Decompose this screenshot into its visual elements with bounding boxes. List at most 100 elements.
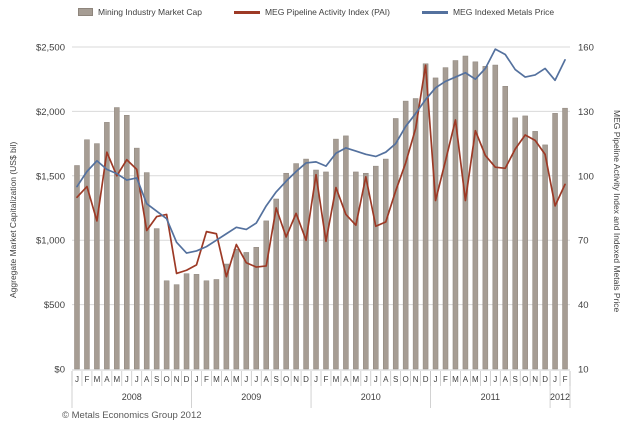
- bar-39: [462, 55, 469, 370]
- svg-text:100: 100: [578, 171, 594, 182]
- svg-text:F: F: [443, 375, 448, 384]
- bar-27: [343, 135, 349, 370]
- svg-text:M: M: [113, 375, 120, 384]
- svg-text:M: M: [213, 375, 220, 384]
- svg-text:D: D: [184, 375, 190, 384]
- bar-swatch-icon: [78, 8, 93, 16]
- left-axis-title: Aggregate Market Capitalization (US$ bil…: [8, 141, 18, 299]
- bar-3: [104, 122, 110, 370]
- svg-text:N: N: [174, 375, 180, 384]
- bar-40: [472, 61, 479, 370]
- svg-text:A: A: [104, 375, 110, 384]
- metals-line-swatch-icon: [421, 10, 448, 14]
- svg-text:D: D: [423, 375, 429, 384]
- bar-6: [133, 147, 140, 370]
- bar-18: [253, 247, 260, 370]
- svg-text:J: J: [244, 375, 248, 384]
- svg-text:M: M: [452, 375, 459, 384]
- year-axis: 2008 2009 2010 2011 2012: [71, 371, 571, 408]
- right-axis-title: MEG Pipeline Activity Index and Indexed …: [612, 109, 622, 313]
- svg-text:$1,500: $1,500: [36, 171, 65, 182]
- svg-text:$0: $0: [54, 365, 65, 376]
- bar-29: [363, 172, 369, 370]
- svg-text:N: N: [532, 375, 538, 384]
- bar-35: [422, 63, 429, 370]
- svg-text:M: M: [333, 375, 340, 384]
- svg-text:D: D: [303, 375, 309, 384]
- svg-text:$2,000: $2,000: [36, 107, 65, 118]
- bar-26: [333, 138, 339, 370]
- svg-text:J: J: [125, 375, 129, 384]
- svg-text:S: S: [513, 375, 518, 384]
- svg-text:160: 160: [578, 43, 594, 54]
- bar-34: [412, 98, 419, 370]
- svg-text:J: J: [483, 375, 487, 384]
- svg-text:J: J: [314, 375, 318, 384]
- svg-text:$1,000: $1,000: [36, 236, 65, 247]
- svg-text:2009: 2009: [241, 392, 261, 402]
- svg-text:2012: 2012: [550, 392, 570, 402]
- bar-25: [323, 171, 329, 370]
- legend: Mining Industry Market Cap MEG Pipeline …: [78, 7, 554, 17]
- bar-42: [492, 64, 499, 370]
- svg-text:M: M: [233, 375, 240, 384]
- svg-text:2008: 2008: [122, 392, 142, 402]
- bar-44: [512, 117, 518, 370]
- svg-text:F: F: [204, 375, 209, 384]
- left-axis-ticks: $0 $500 $1,000 $1,500 $2,000 $2,500: [36, 43, 65, 376]
- bar-5: [124, 115, 130, 370]
- bar-28: [353, 171, 359, 370]
- svg-text:S: S: [393, 375, 398, 384]
- bar-13: [203, 280, 210, 370]
- bar-48: [552, 113, 558, 370]
- legend-item-pai: MEG Pipeline Activity Index (PAI): [233, 7, 390, 17]
- svg-text:S: S: [274, 375, 279, 384]
- bar-21: [283, 172, 289, 370]
- bar-7: [143, 172, 150, 370]
- svg-text:J: J: [434, 375, 438, 384]
- svg-text:$2,500: $2,500: [36, 43, 65, 54]
- pai-line: [76, 64, 566, 278]
- bar-16: [233, 248, 240, 370]
- svg-text:M: M: [472, 375, 479, 384]
- bar-12: [193, 274, 200, 370]
- svg-text:J: J: [254, 375, 258, 384]
- svg-text:O: O: [522, 375, 528, 384]
- svg-text:N: N: [413, 375, 419, 384]
- bar-45: [522, 115, 528, 370]
- svg-text:O: O: [164, 375, 170, 384]
- pai-line-swatch-icon: [233, 10, 260, 14]
- bar-32: [392, 118, 399, 370]
- svg-text:S: S: [154, 375, 159, 384]
- bar-0: [74, 165, 80, 370]
- bar-31: [382, 158, 389, 370]
- metals-line: [76, 48, 566, 254]
- svg-text:D: D: [542, 375, 548, 384]
- right-axis-ticks: 10 40 70 100 130 160: [578, 43, 594, 376]
- svg-text:N: N: [293, 375, 299, 384]
- svg-text:A: A: [343, 375, 349, 384]
- bar-38: [452, 60, 459, 370]
- svg-text:A: A: [144, 375, 150, 384]
- bar-36: [432, 77, 439, 370]
- svg-text:$500: $500: [44, 300, 65, 311]
- bar-2: [94, 143, 100, 370]
- legend-label: MEG Pipeline Activity Index (PAI): [264, 7, 390, 17]
- bar-1: [84, 139, 90, 370]
- svg-text:F: F: [324, 375, 329, 384]
- bar-15: [223, 263, 230, 370]
- svg-text:10: 10: [578, 365, 589, 376]
- bar-46: [532, 131, 538, 370]
- legend-item-metals: MEG Indexed Metals Price: [421, 7, 554, 17]
- svg-text:70: 70: [578, 236, 589, 247]
- svg-text:J: J: [75, 375, 79, 384]
- bar-4: [114, 107, 120, 370]
- svg-text:A: A: [463, 375, 469, 384]
- bar-20: [273, 198, 279, 370]
- bar-10: [173, 284, 180, 370]
- svg-text:130: 130: [578, 107, 594, 118]
- bar-19: [263, 220, 269, 370]
- svg-text:40: 40: [578, 300, 589, 311]
